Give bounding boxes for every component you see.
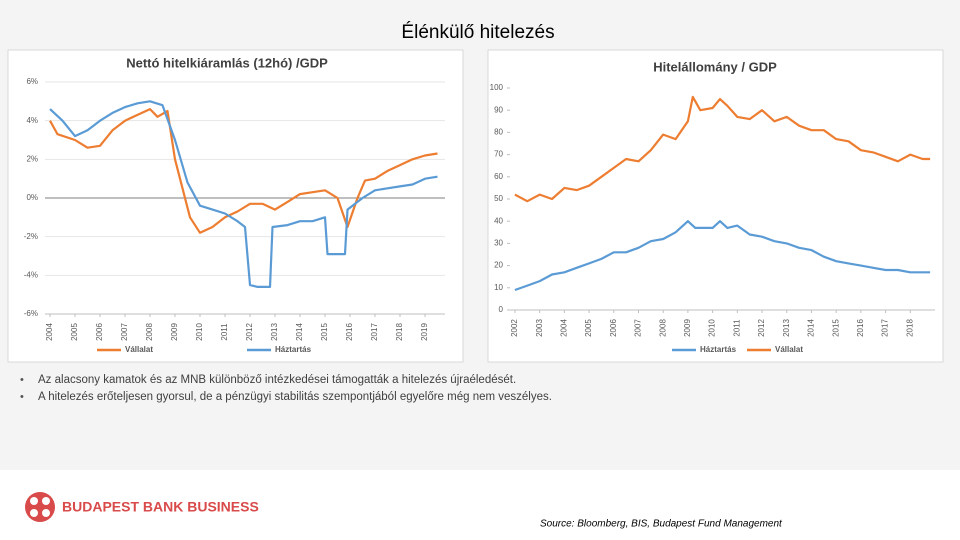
x-tick-label: 2003: [535, 319, 544, 337]
y-tick-label: 40: [494, 216, 503, 225]
x-tick-label: 2007: [634, 319, 643, 337]
x-tick-label: 2018: [905, 319, 914, 337]
y-tick-label: 100: [490, 83, 504, 92]
x-tick-label: 2009: [683, 319, 692, 337]
legend-label: Háztartás: [700, 345, 737, 354]
x-tick-label: 2008: [145, 323, 154, 341]
x-tick-label: 2004: [45, 323, 54, 341]
x-tick-label: 2018: [395, 323, 404, 341]
x-tick-label: 2005: [70, 323, 79, 341]
series-line: [514, 220, 931, 292]
bullet-text: A hitelezés erőteljesen gyorsul, de a pé…: [38, 391, 552, 403]
footer-background: [0, 470, 960, 540]
legend-label: Vállalat: [775, 345, 803, 354]
y-tick-label: 2%: [26, 154, 38, 163]
y-tick-label: 6%: [26, 77, 38, 86]
x-tick-label: 2012: [245, 323, 254, 341]
y-tick-label: 60: [494, 172, 503, 181]
x-tick-label: 2014: [295, 323, 304, 341]
x-tick-label: 2010: [195, 323, 204, 341]
chart-panel: [487, 49, 944, 363]
source-note: Source: Bloomberg, BIS, Budapest Fund Ma…: [540, 519, 783, 530]
y-tick-label: -4%: [24, 270, 38, 279]
y-tick-label: 20: [494, 261, 503, 270]
y-tick-label: -2%: [24, 232, 38, 241]
logo-icon: [25, 492, 55, 522]
bullet-text: Az alacsony kamatok és az MNB különböző …: [38, 374, 516, 386]
x-tick-label: 2008: [658, 319, 667, 337]
x-tick-label: 2013: [782, 319, 791, 337]
chart-title: Nettó hitelkiáramlás (12hó) /GDP: [126, 55, 328, 70]
chart-title: Hitelállomány / GDP: [653, 59, 777, 74]
x-tick-label: 2016: [345, 323, 354, 341]
x-tick-label: 2012: [757, 319, 766, 337]
x-tick-label: 2006: [609, 319, 618, 337]
x-tick-label: 2002: [510, 319, 519, 337]
series-line: [49, 100, 438, 288]
legend-label: Háztartás: [275, 345, 312, 354]
y-tick-label: 90: [494, 105, 503, 114]
x-tick-label: 2017: [370, 323, 379, 341]
x-tick-label: 2016: [856, 319, 865, 337]
x-tick-label: 2010: [708, 319, 717, 337]
x-tick-label: 2013: [270, 323, 279, 341]
y-tick-label: 30: [494, 239, 503, 248]
x-tick-label: 2011: [732, 319, 741, 337]
x-tick-label: 2017: [881, 319, 890, 337]
x-tick-label: 2006: [95, 323, 104, 341]
x-tick-label: 2015: [320, 323, 329, 341]
y-tick-label: 0%: [26, 193, 38, 202]
y-tick-label: 50: [494, 194, 503, 203]
bullet-marker: •: [20, 374, 24, 386]
y-tick-label: 0: [499, 305, 504, 314]
x-tick-label: 2005: [584, 319, 593, 337]
y-tick-label: 10: [494, 283, 503, 292]
x-tick-label: 2019: [420, 323, 429, 341]
legend-label: Vállalat: [125, 345, 153, 354]
series-line: [514, 95, 931, 203]
y-tick-label: -6%: [24, 309, 38, 318]
x-tick-label: 2011: [220, 323, 229, 341]
y-tick-label: 4%: [26, 116, 38, 125]
y-tick-label: 80: [494, 128, 503, 137]
x-tick-label: 2009: [170, 323, 179, 341]
slide-title: Élénkülő hitelezés: [401, 22, 554, 43]
x-tick-label: 2015: [831, 319, 840, 337]
bullet-marker: •: [20, 391, 24, 403]
y-tick-label: 70: [494, 150, 503, 159]
x-tick-label: 2007: [120, 323, 129, 341]
chart-panel: [7, 49, 464, 363]
series-line: [49, 108, 438, 234]
x-tick-label: 2014: [807, 319, 816, 337]
x-tick-label: 2004: [559, 319, 568, 337]
logo-text: BUDAPEST BANK BUSINESS: [62, 499, 259, 515]
